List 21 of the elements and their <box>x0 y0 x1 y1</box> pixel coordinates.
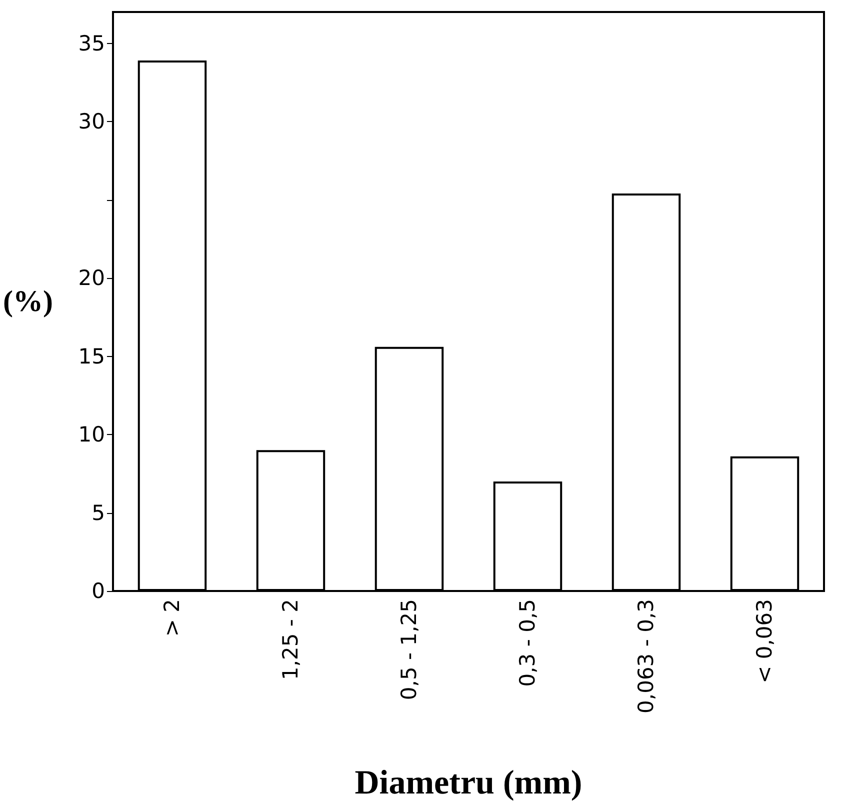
bar <box>493 481 562 591</box>
bar <box>612 194 681 591</box>
x-tick-label: 0,5 - 1,25 <box>397 599 422 700</box>
x-tick-label: < 0,063 <box>752 599 777 684</box>
x-tick-label: 0,3 - 0,5 <box>516 599 540 687</box>
x-tick-label: > 2 <box>160 599 184 637</box>
bar <box>374 346 444 591</box>
y-tick-label: 20 <box>78 266 105 290</box>
bar <box>730 456 800 591</box>
y-tick-label: 35 <box>78 31 105 56</box>
bar <box>256 450 326 591</box>
y-axis-title: (%) <box>2 285 53 318</box>
x-axis-title: Diametru (mm) <box>354 764 582 802</box>
x-tick-label: 0,063 - 0,3 <box>634 599 658 714</box>
x-tick-label: 1,25 - 2 <box>278 599 303 680</box>
y-tick-label: 10 <box>78 422 105 447</box>
y-tick-label: 30 <box>78 110 105 134</box>
y-tick-label: 5 <box>92 500 105 525</box>
y-tick-label: 15 <box>78 344 105 368</box>
bar <box>138 60 207 591</box>
y-tick-label: 0 <box>92 579 105 603</box>
